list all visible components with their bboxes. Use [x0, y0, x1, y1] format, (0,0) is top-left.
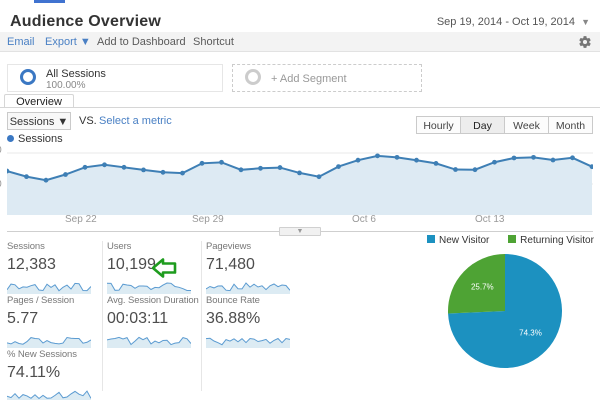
svg-text:25.7%: 25.7% — [471, 282, 494, 291]
svg-text:74.3%: 74.3% — [519, 328, 542, 337]
